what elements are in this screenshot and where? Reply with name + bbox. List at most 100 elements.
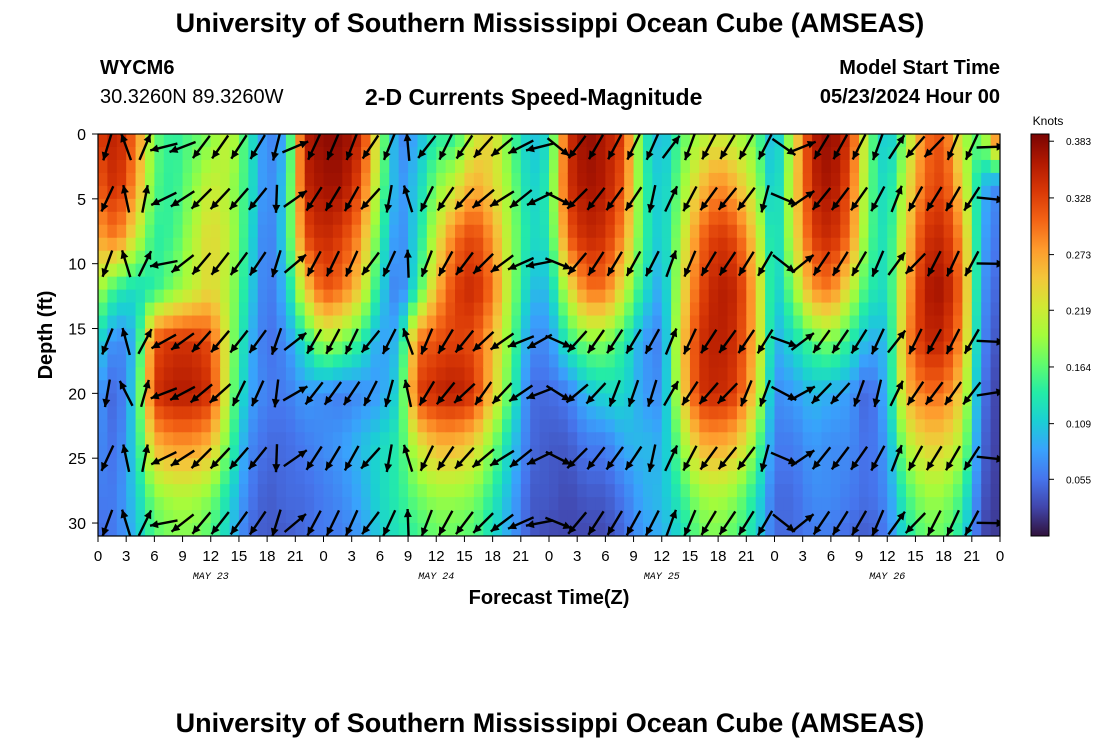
current-vector (525, 142, 554, 153)
heatmap-cell (530, 159, 541, 174)
x-tick-label: 15 (682, 548, 699, 565)
heatmap-cell (539, 341, 550, 356)
current-vector (101, 509, 114, 536)
heatmap-cell (727, 224, 738, 239)
current-vector (137, 250, 153, 277)
heatmap-cell (248, 289, 259, 304)
current-vector (683, 509, 697, 536)
x-tick-label: 12 (653, 548, 670, 565)
heatmap-cell (765, 367, 776, 381)
heatmap-cell (417, 250, 428, 265)
heatmap-cell (877, 276, 888, 291)
heatmap-cell (520, 276, 531, 291)
heatmap-cell (144, 341, 155, 356)
current-vector (717, 187, 738, 211)
heatmap-cell (652, 471, 663, 485)
heatmap-cell (229, 510, 240, 524)
heatmap-cell (539, 276, 550, 291)
heatmap-cell (473, 211, 484, 226)
heatmap-cell (614, 419, 625, 433)
heatmap-cell (314, 419, 325, 433)
heatmap-cell (558, 328, 569, 343)
heatmap-cell (887, 198, 898, 213)
heatmap-cell (483, 315, 494, 330)
heatmap-cell (520, 224, 531, 239)
current-vector (925, 186, 943, 212)
heatmap-cell (614, 458, 625, 472)
heatmap-cell (154, 341, 165, 356)
heatmap-cell (943, 419, 954, 433)
heatmap-cell (934, 523, 945, 536)
heatmap-cell (567, 224, 578, 239)
heatmap-cell (915, 302, 926, 317)
heatmap-cell (793, 445, 804, 459)
heatmap-cell (107, 159, 118, 174)
heatmap-cell (295, 172, 306, 187)
current-vector (384, 444, 393, 473)
heatmap-cell (943, 354, 954, 369)
heatmap-cell (990, 315, 1000, 330)
heatmap-cell (182, 510, 193, 524)
heatmap-cell (530, 393, 541, 407)
current-vector (343, 445, 360, 471)
heatmap-cell (182, 289, 193, 304)
heatmap-cell (981, 315, 992, 330)
heatmap-cell (830, 445, 841, 459)
heatmap-cell (107, 458, 118, 472)
heatmap-cell (755, 354, 766, 369)
heatmap-cell (906, 302, 917, 317)
current-vector (716, 382, 739, 405)
heatmap-cell (408, 211, 419, 226)
heatmap-cell (201, 224, 212, 239)
heatmap-cell (135, 497, 146, 511)
heatmap-cell (887, 276, 898, 291)
heatmap-cell (774, 458, 785, 472)
heatmap-cell (699, 419, 710, 433)
current-vector (963, 445, 981, 471)
heatmap-cell (924, 250, 935, 265)
heatmap-cell (586, 497, 597, 511)
heatmap-cell (953, 445, 964, 459)
current-vector (908, 328, 923, 355)
heatmap-cell (821, 302, 832, 317)
heatmap-cell (257, 172, 268, 187)
heatmap-cell (962, 237, 973, 252)
current-vector (139, 379, 151, 408)
heatmap-cell (793, 484, 804, 498)
heatmap-cell (361, 289, 372, 304)
heatmap-cell (887, 354, 898, 369)
heatmap-cell (821, 458, 832, 472)
heatmap-cell (361, 211, 372, 226)
heatmap-cell (370, 393, 381, 407)
heatmap-cell (783, 198, 794, 213)
heatmap-cell (990, 289, 1000, 304)
heatmap-cell (323, 497, 334, 511)
heatmap-cell (708, 523, 719, 536)
heatmap-cell (793, 406, 804, 420)
heatmap-cell (314, 224, 325, 239)
heatmap-cell (558, 237, 569, 252)
heatmap-cell (229, 380, 240, 394)
heatmap-cell (877, 341, 888, 356)
heatmap-cell (107, 406, 118, 420)
heatmap-cell (511, 484, 522, 498)
heatmap-cell (642, 354, 653, 369)
heatmap-cell (530, 263, 541, 278)
heatmap-cell (483, 263, 494, 278)
x-tick-label: 15 (231, 548, 248, 565)
heatmap-cell (426, 263, 437, 278)
heatmap-cell (210, 224, 221, 239)
current-vector (325, 250, 341, 277)
heatmap-cell (389, 445, 400, 459)
current-vector (923, 136, 945, 158)
heatmap-cell (906, 354, 917, 369)
y-tick-label: 20 (68, 386, 86, 403)
current-vector (120, 134, 133, 161)
heatmap-cell (680, 471, 691, 485)
heatmap-cell (276, 328, 287, 343)
heatmap-cell (727, 406, 738, 420)
heatmap-cell (868, 419, 879, 433)
heatmap-cell (943, 159, 954, 174)
heatmap-cell (520, 393, 531, 407)
